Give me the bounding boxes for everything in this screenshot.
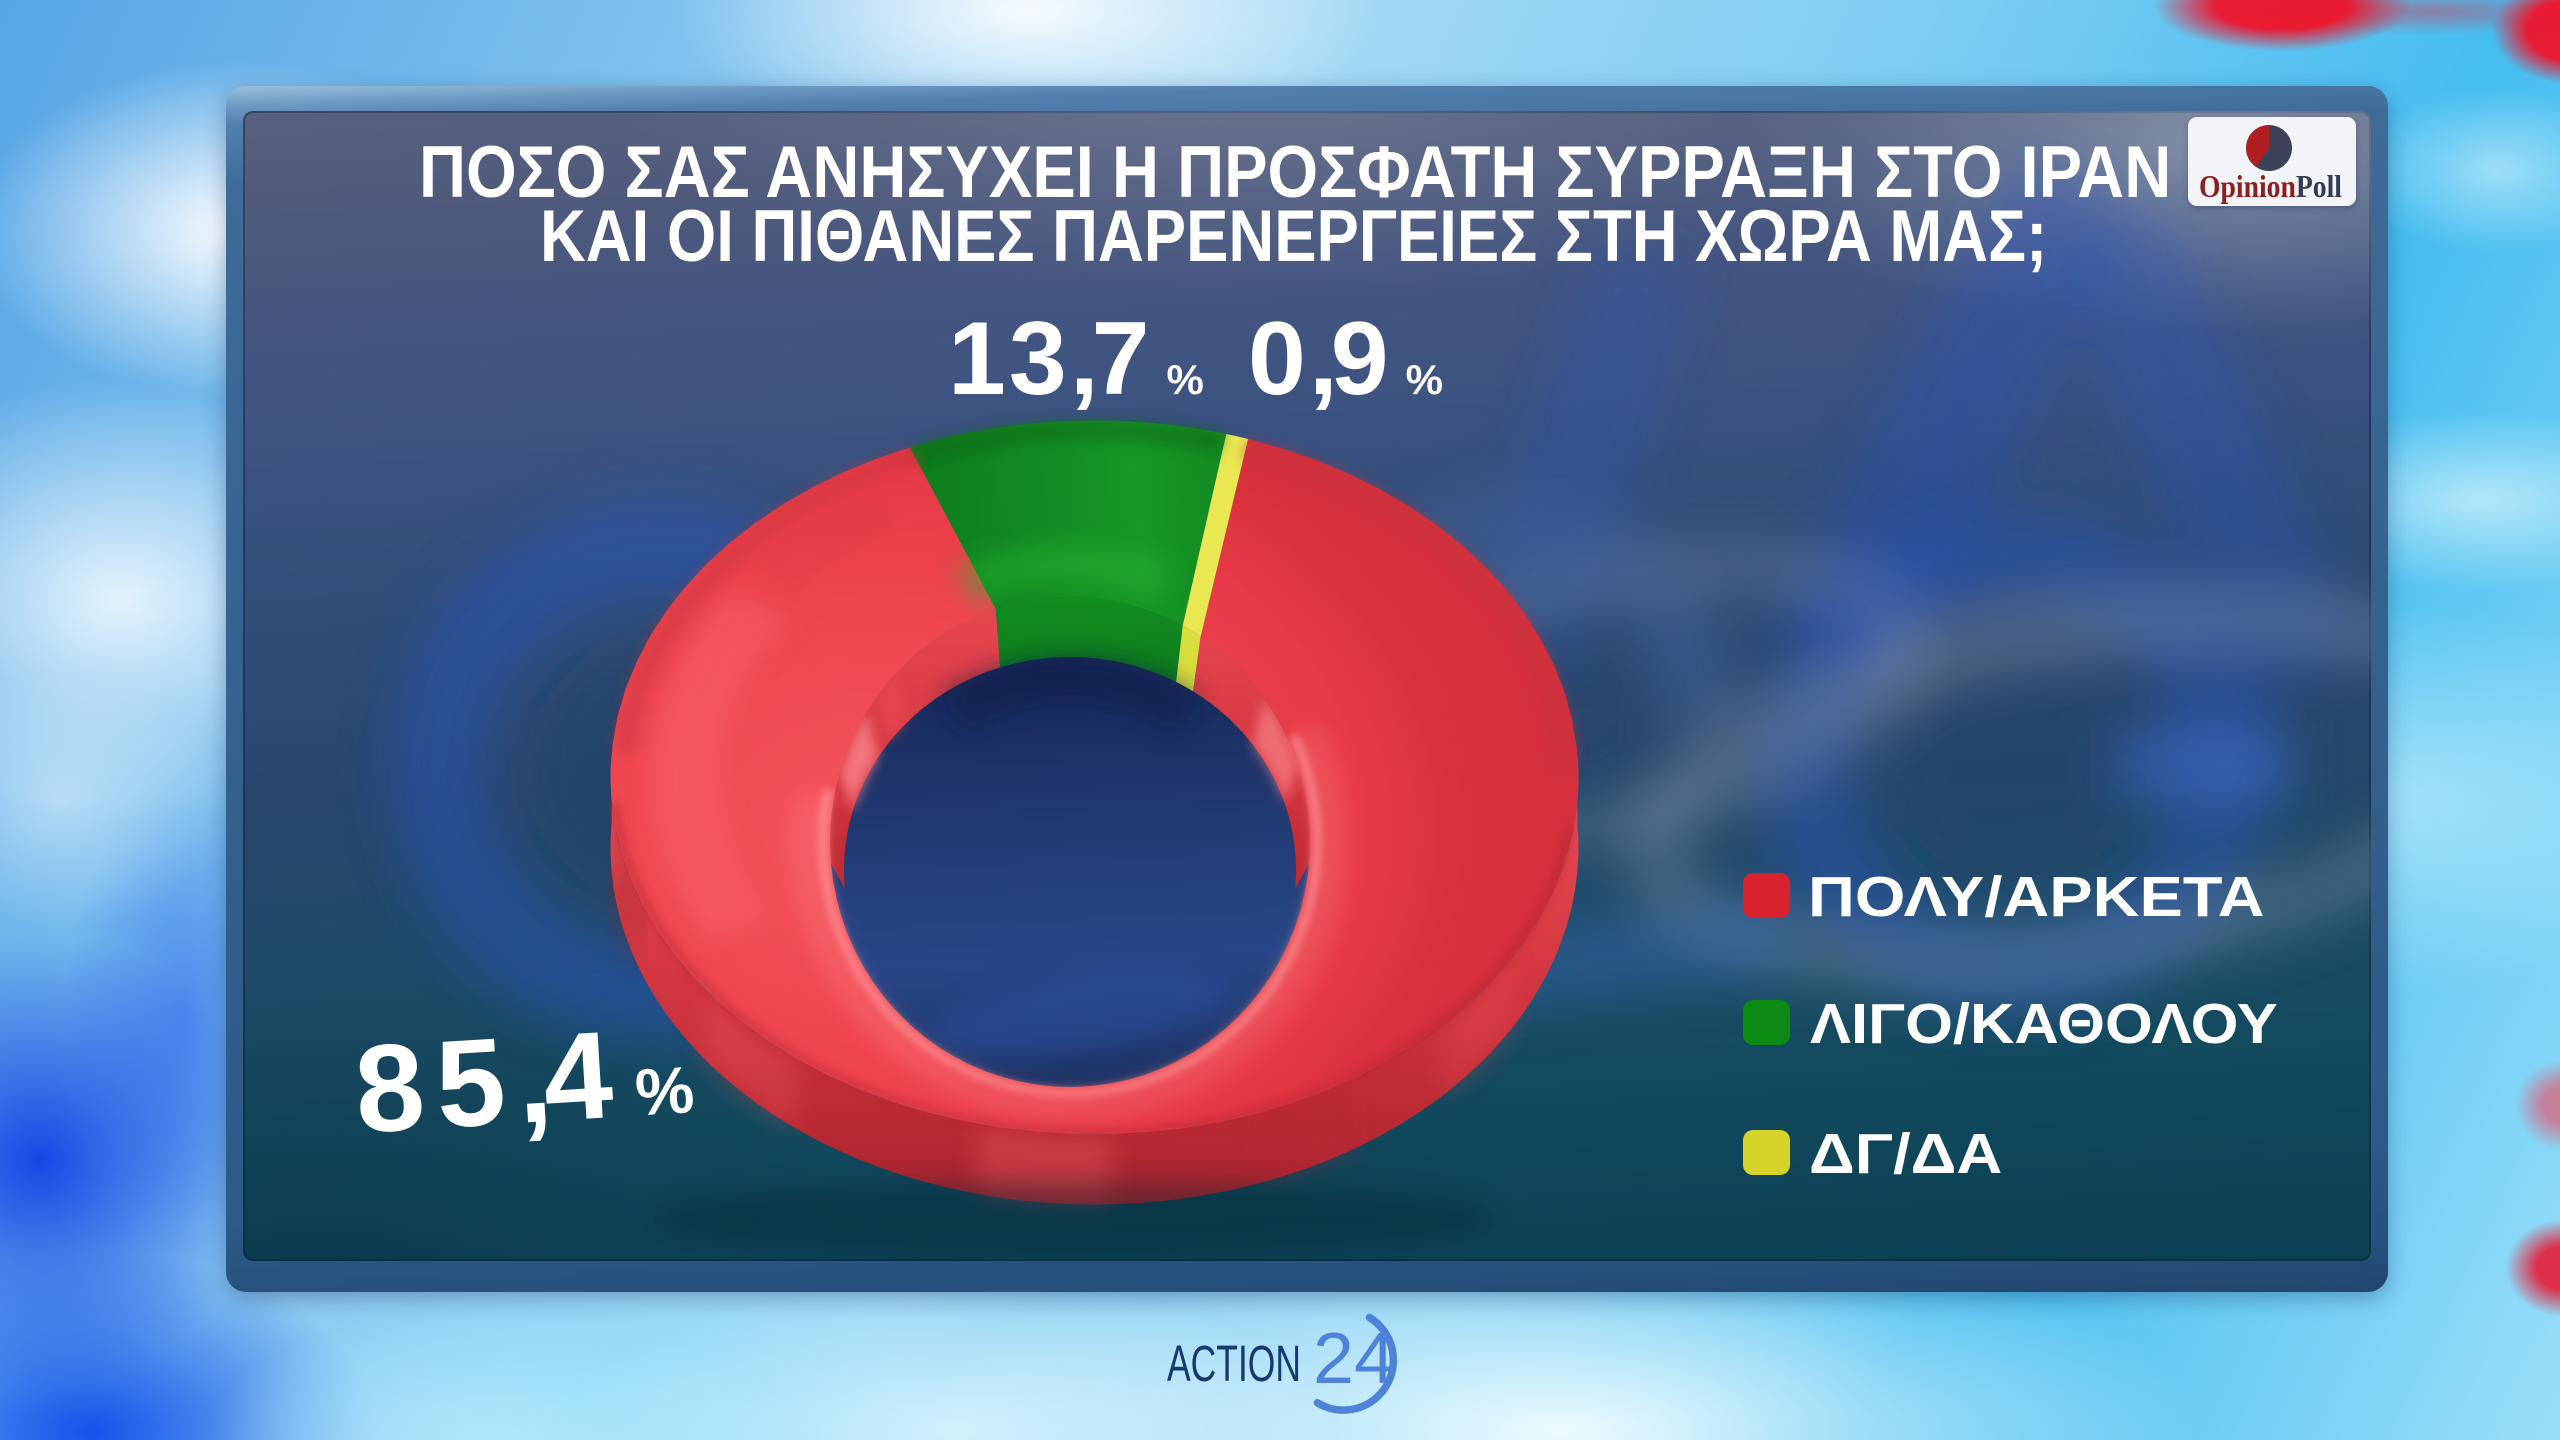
svg-text:OpinionPoll: OpinionPoll [2199, 168, 2342, 204]
svg-text:ACTION: ACTION [1167, 1335, 1301, 1392]
